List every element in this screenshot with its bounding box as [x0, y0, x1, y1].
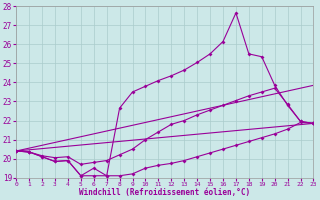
X-axis label: Windchill (Refroidissement éolien,°C): Windchill (Refroidissement éolien,°C) — [79, 188, 250, 197]
